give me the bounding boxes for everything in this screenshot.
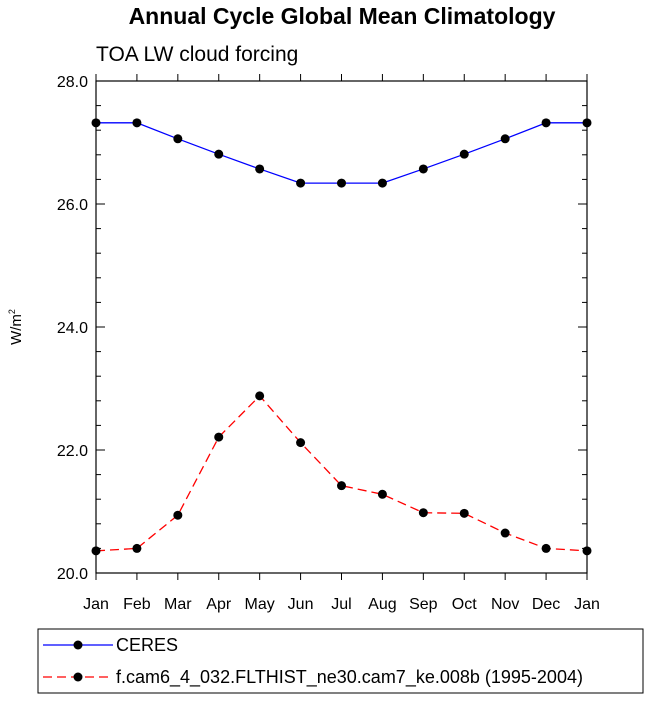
data-point-series-1 [91,546,101,556]
data-point-series-1 [500,528,510,538]
data-point-series-1 [418,508,428,518]
y-axis-label: W/m2 [7,309,25,345]
y-tick-label: 26.0 [57,197,88,214]
data-point-series-1 [214,432,224,442]
x-tick-label: Nov [491,596,519,613]
y-tick-label: 28.0 [57,74,88,91]
x-tick-label: Oct [452,596,477,613]
data-point-series-0 [459,149,469,159]
legend-label-ceres: CERES [116,635,178,655]
data-point-series-1 [173,510,183,520]
legend: CERES f.cam6_4_032.FLTHIST_ne30.cam7_ke.… [37,628,644,694]
series-line-0 [96,122,587,184]
legend-marker-ceres [73,640,83,650]
data-point-series-0 [377,178,387,188]
x-tick-label: May [245,596,275,613]
data-point-series-1 [255,391,265,401]
x-tick-label: Mar [164,596,192,613]
data-point-series-1 [132,543,142,553]
data-point-series-0 [91,118,101,128]
data-point-series-1 [377,489,387,499]
x-tick-label: Dec [532,596,560,613]
data-point-series-0 [337,178,346,188]
chart-subtitle: TOA LW cloud forcing [96,43,298,66]
data-point-series-0 [418,164,428,174]
data-point-series-1 [296,438,306,448]
y-tick-label: 20.0 [57,566,88,583]
legend-box [37,628,644,694]
x-tick-label: Feb [123,596,151,613]
x-tick-label: Apr [206,596,232,613]
data-point-series-0 [582,118,592,128]
data-point-series-0 [173,134,183,144]
data-point-series-1 [582,546,592,556]
data-point-series-0 [132,118,142,128]
legend-marker-model [73,672,83,682]
series-line-1 [95,394,588,552]
x-tick-label: Jan [574,596,600,613]
x-tick-label: Sep [409,596,438,613]
x-tick-label: Jan [83,596,109,613]
legend-label-model: f.cam6_4_032.FLTHIST_ne30.cam7_ke.008b (… [116,667,583,688]
data-point-series-0 [296,178,306,188]
y-axis-label-text: W/m [8,314,25,345]
chart-title: Annual Cycle Global Mean Climatology [129,3,556,29]
y-axis-label-superscript: 2 [7,309,17,314]
y-tick-label: 22.0 [57,443,88,460]
data-point-series-0 [541,118,551,128]
plot-area: 20.0 22.0 24.0 26.0 28.0 Jan Feb Mar Apr May Jun Ju… [57,74,600,613]
data-point-series-1 [459,508,469,518]
data-point-series-1 [337,481,346,491]
data-point-series-0 [500,134,510,144]
data-point-series-0 [214,149,224,159]
x-tick-label: Jun [288,596,314,613]
data-point-series-0 [255,164,265,174]
y-tick-label: 24.0 [57,320,88,337]
x-tick-label: Aug [368,596,396,613]
x-tick-label: Jul [331,596,351,613]
plot-frame [95,80,588,574]
data-point-series-1 [541,543,551,553]
